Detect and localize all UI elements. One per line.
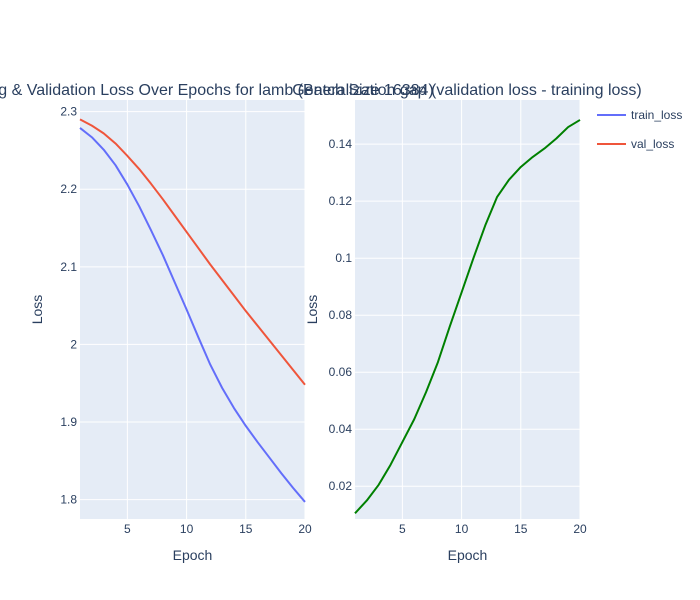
x-tick-labels-loss: 5 10 15 20 (124, 522, 312, 536)
legend-label-train: train_loss (631, 108, 682, 122)
x-tick-label: 10 (180, 522, 194, 536)
x-axis-label-gap: Epoch (448, 547, 488, 563)
x-tick-label: 20 (298, 522, 312, 536)
y-tick-label: 0.04 (329, 422, 353, 436)
gridlines-gap (355, 100, 581, 519)
x-tick-label: 5 (124, 522, 131, 536)
series-line-val_loss (79, 118, 306, 386)
x-tick-label: 10 (455, 522, 469, 536)
y-tick-label: 2 (70, 337, 77, 351)
series-lines-loss (79, 118, 306, 503)
chart-title-loss: g & Validation Loss Over Epochs for lamb… (0, 82, 434, 99)
x-tick-label: 5 (399, 522, 406, 536)
y-tick-label: 0.14 (329, 137, 353, 151)
legend-item-train[interactable]: train_loss (597, 108, 682, 122)
plot-area-gap (355, 100, 580, 519)
y-tick-label: 2.1 (60, 260, 77, 274)
x-tick-label: 15 (239, 522, 253, 536)
y-tick-label: 1.8 (60, 493, 77, 507)
series-lines-gap (354, 119, 581, 514)
y-axis-label-loss: Loss (29, 295, 45, 325)
legend-label-val: val_loss (631, 137, 674, 151)
y-tick-label: 0.02 (329, 479, 353, 493)
y-tick-labels-loss: 1.8 1.9 2 2.1 2.2 2.3 (60, 105, 77, 507)
legend-item-val[interactable]: val_loss (597, 137, 674, 151)
legend[interactable]: train_loss val_loss (597, 108, 682, 151)
y-tick-label: 0.06 (329, 365, 353, 379)
x-tick-label: 15 (514, 522, 528, 536)
subplot-loss: 5 10 15 20 1.8 1.9 2 2.1 2.2 2.3 Epoch Loss (29, 100, 312, 563)
y-tick-label: 2.2 (60, 182, 77, 196)
series-line-gap (354, 119, 581, 514)
y-tick-label: 0.12 (329, 194, 353, 208)
y-axis-label-gap: Loss (304, 295, 320, 325)
chart-title-gap: Generalization gap (validation loss - tr… (292, 82, 642, 99)
y-tick-labels-gap: 0.02 0.04 0.06 0.08 0.1 0.12 0.14 (329, 137, 353, 493)
x-axis-label-loss: Epoch (173, 547, 213, 563)
series-line-train_loss (79, 127, 306, 503)
y-tick-label: 0.1 (335, 251, 352, 265)
y-tick-label: 1.9 (60, 415, 77, 429)
x-tick-labels-gap: 5 10 15 20 (399, 522, 587, 536)
subplot-generalization-gap: 5 10 15 20 0.02 0.04 0.06 0.08 0.1 0.12 0.14 Epoc… (304, 100, 587, 563)
y-tick-label: 0.08 (329, 308, 353, 322)
y-tick-label: 2.3 (60, 105, 77, 119)
x-tick-label: 20 (573, 522, 587, 536)
